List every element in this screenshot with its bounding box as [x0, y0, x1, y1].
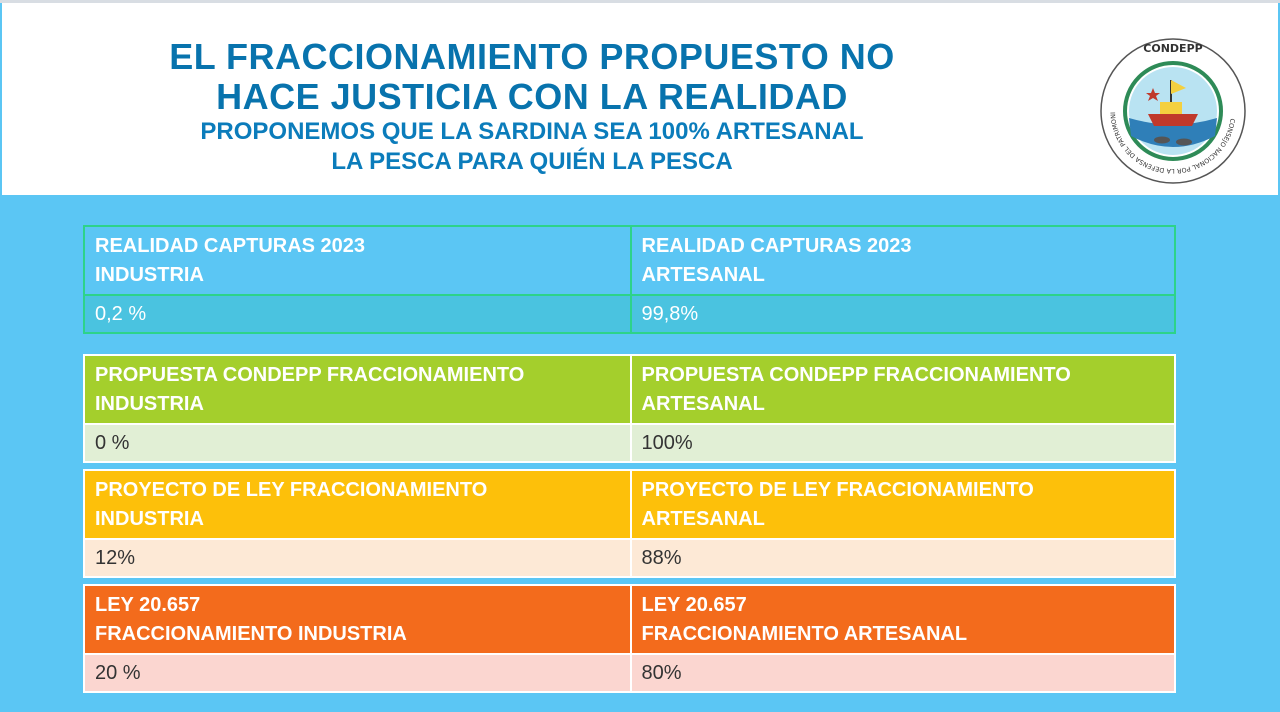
- table-value-row: 0 % 100%: [85, 423, 1174, 461]
- header-line: LEY 20.657: [641, 594, 747, 616]
- table-propuesta-condepp: PROPUESTA CONDEPP FRACCIONAMIENTO INDUST…: [83, 354, 1176, 463]
- table-realidad-capturas: REALIDAD CAPTURAS 2023 INDUSTRIA REALIDA…: [83, 225, 1176, 334]
- value-cell-industria: 0,2 %: [95, 303, 147, 325]
- table-header-row: LEY 20.657 FRACCIONAMIENTO INDUSTRIA LEY…: [85, 586, 1174, 653]
- header-cell-artesanal: LEY 20.657 FRACCIONAMIENTO ARTESANAL: [629, 586, 1175, 653]
- header-line: INDUSTRIA: [95, 508, 204, 530]
- table-header-row: PROPUESTA CONDEPP FRACCIONAMIENTO INDUST…: [85, 356, 1174, 423]
- table-proyecto-de-ley: PROYECTO DE LEY FRACCIONAMIENTO INDUSTRI…: [83, 469, 1176, 578]
- table-header-row: PROYECTO DE LEY FRACCIONAMIENTO INDUSTRI…: [85, 471, 1174, 538]
- header-line: PROPUESTA CONDEPP FRACCIONAMIENTO: [641, 364, 1071, 386]
- header-line: ARTESANAL: [641, 508, 765, 530]
- table-value-row: 20 % 80%: [85, 653, 1174, 691]
- header-line: REALIDAD CAPTURAS 2023: [641, 235, 912, 257]
- header-line: FRACCIONAMIENTO INDUSTRIA: [95, 623, 407, 645]
- header-line: INDUSTRIA: [95, 264, 204, 286]
- header-cell-industria: PROPUESTA CONDEPP FRACCIONAMIENTO INDUST…: [85, 356, 630, 423]
- title-line-2: HACE JUSTICIA CON LA REALIDAD: [216, 76, 848, 117]
- table-value-row: 12% 88%: [85, 538, 1174, 576]
- table-value-row: 0,2 % 99,8%: [85, 294, 1174, 332]
- header-line: LEY 20.657: [95, 594, 201, 616]
- header-cell-artesanal: PROPUESTA CONDEPP FRACCIONAMIENTO ARTESA…: [629, 356, 1175, 423]
- top-strip: [0, 0, 1280, 3]
- value-cell-industria: 12%: [95, 547, 136, 569]
- table-header-row: REALIDAD CAPTURAS 2023 INDUSTRIA REALIDA…: [85, 227, 1174, 294]
- slide-header: EL FRACCIONAMIENTO PROPUESTO NO HACE JUS…: [2, 3, 1278, 195]
- value-cell-industria: 0 %: [95, 432, 130, 454]
- value-cell-artesanal: 80%: [629, 655, 1175, 691]
- value-cell-artesanal: 99,8%: [629, 296, 1175, 332]
- header-line: ARTESANAL: [641, 264, 765, 286]
- value-cell-artesanal: 88%: [629, 540, 1175, 576]
- header-line: PROYECTO DE LEY FRACCIONAMIENTO: [95, 479, 488, 501]
- subtitle-line-1: PROPONEMOS QUE LA SARDINA SEA 100% ARTES…: [200, 118, 864, 145]
- value-cell-industria: 20 %: [95, 662, 141, 684]
- title-line-1: EL FRACCIONAMIENTO PROPUESTO NO: [169, 36, 895, 77]
- table-ley-20657: LEY 20.657 FRACCIONAMIENTO INDUSTRIA LEY…: [83, 584, 1176, 693]
- header-cell-industria: PROYECTO DE LEY FRACCIONAMIENTO INDUSTRI…: [85, 471, 630, 538]
- logo-top-text: CONDEPP: [1143, 42, 1202, 55]
- header-cell-industria: REALIDAD CAPTURAS 2023 INDUSTRIA: [85, 227, 630, 294]
- header-cell-artesanal: PROYECTO DE LEY FRACCIONAMIENTO ARTESANA…: [629, 471, 1175, 538]
- header-line: REALIDAD CAPTURAS 2023: [95, 235, 366, 257]
- value-cell-artesanal: 100%: [629, 425, 1175, 461]
- header-line: PROPUESTA CONDEPP FRACCIONAMIENTO: [95, 364, 525, 386]
- header-line: ARTESANAL: [641, 393, 765, 415]
- condepp-logo-icon: CONDEPP CONSEJO NACIONAL POR LA DEFENSA …: [1098, 36, 1246, 184]
- title-block: EL FRACCIONAMIENTO PROPUESTO NO HACE JUS…: [72, 37, 992, 177]
- header-line: INDUSTRIA: [95, 393, 204, 415]
- header-cell-industria: LEY 20.657 FRACCIONAMIENTO INDUSTRIA: [85, 586, 630, 653]
- header-cell-artesanal: REALIDAD CAPTURAS 2023 ARTESANAL: [629, 227, 1175, 294]
- header-line: FRACCIONAMIENTO ARTESANAL: [641, 623, 968, 645]
- header-line: PROYECTO DE LEY FRACCIONAMIENTO: [641, 479, 1034, 501]
- subtitle-line-2: LA PESCA PARA QUIÉN LA PESCA: [331, 148, 733, 175]
